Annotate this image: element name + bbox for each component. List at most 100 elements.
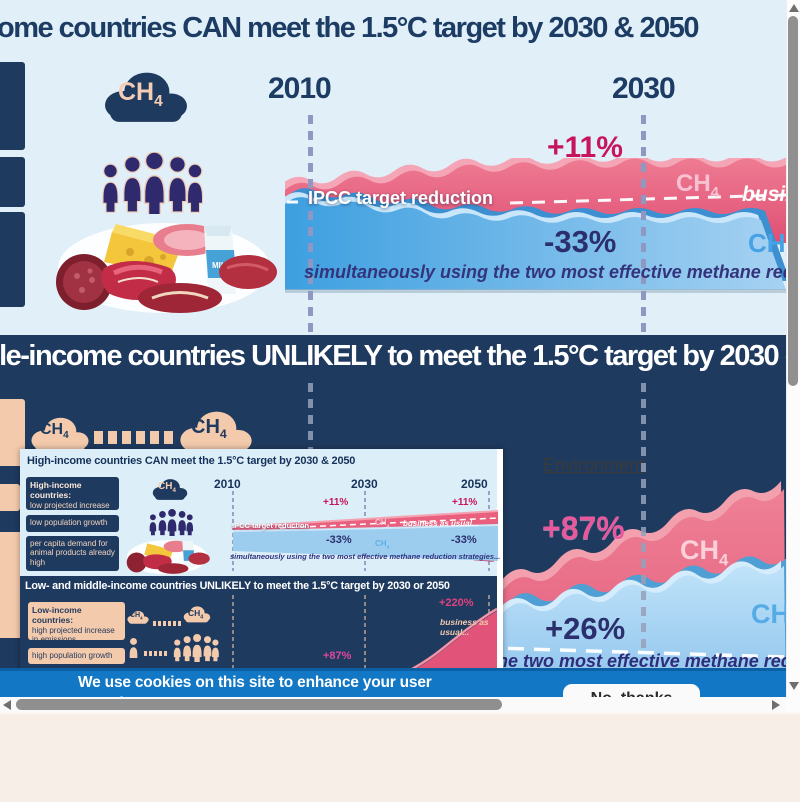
ch4-text: CH <box>375 518 387 527</box>
label-box-high-3: per capita demand for animal products al… <box>0 212 25 307</box>
horizontal-scrollbar <box>0 697 786 712</box>
thumb-label-head: High-income countries: <box>30 480 81 500</box>
label-box-high-1: High-income countries: <box>0 62 25 150</box>
ch4-band-blue: CH4 <box>748 228 786 263</box>
food-illustration: MILK <box>52 210 278 315</box>
thumb-label-high-1: High-income countries: low projected inc… <box>26 477 119 510</box>
value-plus11: +11% <box>547 131 623 165</box>
thumb-strategies-label: simultaneously using the two most effect… <box>230 552 500 561</box>
low-income-title: Low- and middle-income countries UNLIKEL… <box>0 340 786 373</box>
horizontal-scrollbar-thumb[interactable] <box>16 699 502 710</box>
value-plus26: +26% <box>545 611 625 647</box>
vertical-scrollbar-thumb[interactable] <box>788 16 798 386</box>
ch4-subscript: 4 <box>711 185 719 201</box>
section-high-income: High-income countries CAN meet the 1.5°C… <box>0 0 786 335</box>
thumb-label-head: Low-income countries: <box>32 605 82 625</box>
population-icon <box>100 152 204 214</box>
ch4-subscript: 4 <box>387 525 390 530</box>
cookie-dismiss-label: No, thanks <box>591 690 673 697</box>
ch4-label: CH4 <box>130 612 143 620</box>
cookie-message: We use cookies on this site to enhance y… <box>78 674 432 692</box>
ch4-label: CH4 <box>158 481 176 494</box>
ch4-subscript: 4 <box>719 550 728 569</box>
ch4-band-blue-low: CH4 <box>751 599 786 634</box>
ch4-band-pink: CH4 <box>676 170 719 201</box>
thumb-plus87: +87% <box>323 650 351 662</box>
year-2030: 2030 <box>612 72 675 106</box>
thumb-business-low: business as usual... <box>440 617 496 637</box>
ch4-label: CH4 <box>118 78 163 111</box>
ipcc-target-label: IPCC target reduction <box>308 188 493 209</box>
thumb-population-icon <box>148 509 194 536</box>
value-minus33: -33% <box>544 224 616 260</box>
thumb-minus33-2030: -33% <box>326 534 352 546</box>
ch4-text: CH <box>751 599 786 629</box>
thumb-ch4-blue: CH4 <box>375 539 389 551</box>
ch4-text: CH <box>375 539 387 548</box>
thumb-business-label: business as usual... <box>403 519 479 528</box>
ch4-text: CH <box>748 228 786 258</box>
thumb-label-body: per capita demand for animal products al… <box>26 536 119 570</box>
thumb-label-low-2: high population growth <box>28 648 125 664</box>
ch4-text: CH <box>158 481 172 492</box>
ch4-subscript: 4 <box>200 615 203 621</box>
thumb-label-high-3: per capita demand for animal products al… <box>26 536 119 571</box>
thumb-label-body: low projected increase in emissions <box>30 501 110 510</box>
scroll-left-arrow[interactable] <box>3 700 11 710</box>
vertical-scrollbar <box>786 0 800 697</box>
scroll-up-arrow[interactable] <box>789 4 799 12</box>
timeline-2030-line-low <box>641 383 646 655</box>
thumb-high-title: High-income countries CAN meet the 1.5°C… <box>27 455 355 467</box>
thumb-label-body: high projected increase in emissions <box>32 626 115 640</box>
business-as-usual-label: business as usual... <box>742 183 786 207</box>
page-viewport: High-income countries CAN meet the 1.5°C… <box>0 0 786 697</box>
value-plus87: +87% <box>542 510 625 547</box>
year-2010: 2010 <box>268 72 331 106</box>
ch4-band-pink-low: CH4 <box>680 535 728 570</box>
ch4-text: CH <box>676 170 711 197</box>
thumb-person-dashes <box>144 645 169 663</box>
scroll-right-arrow[interactable] <box>772 700 780 710</box>
timeline-2010-line <box>308 115 313 335</box>
below-page-background <box>0 712 800 802</box>
cookie-dismiss-button[interactable]: No, thanks <box>563 684 700 697</box>
thumb-year-2030: 2030 <box>351 477 378 491</box>
thumb-label-high-2: low population growth <box>26 515 119 532</box>
thumb-label-low-1: Low-income countries: high projected inc… <box>28 602 125 640</box>
thumb-growth-dashes <box>153 615 183 633</box>
thumb-food-illustration <box>120 535 215 575</box>
thumb-plus11-2030: +11% <box>323 497 348 508</box>
scroll-down-arrow[interactable] <box>789 682 799 690</box>
thumb-ch4-pink: CH4 <box>375 518 389 530</box>
ch4-subscript: 4 <box>140 615 142 620</box>
ch4-text: CH <box>118 78 154 106</box>
thumb-label-body: low population growth <box>26 515 119 530</box>
thumb-label-body: high population growth <box>28 648 125 663</box>
thumb-ch4-cloud: CH4 <box>150 476 190 502</box>
ch4-cloud: CH4 <box>100 64 192 128</box>
ch4-label: CH4 <box>188 608 203 621</box>
thumb-plus11-2050: +11% <box>452 497 477 508</box>
thumb-population-icon-low <box>172 634 220 662</box>
scrollbar-corner <box>786 697 800 712</box>
ch4-text: CH <box>188 608 200 618</box>
thumb-person-small <box>128 638 139 658</box>
infographic-thumbnail[interactable]: High-income countries CAN meet the 1.5°C… <box>20 449 503 697</box>
ch4-subscript: 4 <box>154 93 163 110</box>
strategies-label: simultaneously using the two most effect… <box>304 262 786 283</box>
ch4-text: CH <box>680 535 719 565</box>
thumb-cloud-big: CH4 <box>182 604 212 624</box>
ch4-subscript: 4 <box>387 546 390 551</box>
thumb-ipcc-label: IPCC target reduction <box>232 521 309 530</box>
thumb-cloud-small: CH4 <box>126 609 150 625</box>
cookie-banner: We use cookies on this site to enhance y… <box>0 668 786 697</box>
ch4-text: CH <box>130 612 140 619</box>
thumb-minus33-2050: -33% <box>451 534 477 546</box>
thumb-year-2050: 2050 <box>461 477 488 491</box>
thumb-plus220: +220% <box>439 597 474 609</box>
thumb-year-2010: 2010 <box>214 477 241 491</box>
label-box-high-2: low population growth <box>0 157 25 207</box>
timeline-2030-line <box>641 115 646 335</box>
thumb-low-title: Low- and middle-income countries UNLIKEL… <box>25 580 450 592</box>
high-income-title: High-income countries CAN meet the 1.5°C… <box>0 12 698 45</box>
